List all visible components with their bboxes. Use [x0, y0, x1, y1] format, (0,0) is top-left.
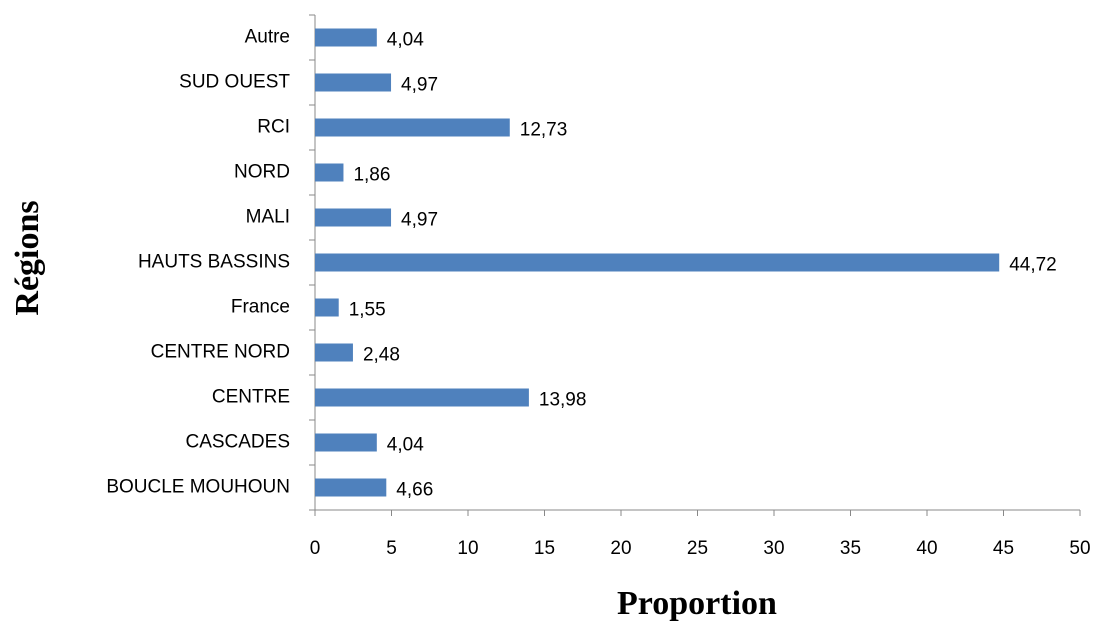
- y-tick-label: RCI: [257, 117, 290, 138]
- x-tick-label: 0: [310, 538, 321, 559]
- bar: [315, 478, 387, 497]
- y-tick-label: Autre: [245, 27, 290, 48]
- x-axis-title: Proportion: [617, 585, 777, 622]
- bar: [315, 253, 1000, 272]
- y-tick-label: MALI: [246, 207, 290, 228]
- x-tick-label: 50: [1069, 538, 1090, 559]
- bar: [315, 388, 529, 407]
- x-tick-label: 45: [993, 538, 1014, 559]
- bar: [315, 433, 377, 452]
- value-label: 4,97: [401, 210, 438, 231]
- value-label: 12,73: [520, 120, 568, 141]
- y-tick-label: BOUCLE MOUHOUN: [106, 477, 290, 498]
- value-label: 4,97: [401, 75, 438, 96]
- y-tick-label: CASCADES: [185, 432, 290, 453]
- value-label: 2,48: [363, 345, 400, 366]
- x-tick-label: 25: [687, 538, 708, 559]
- y-tick-label: SUD OUEST: [179, 72, 290, 93]
- value-label: 1,86: [353, 165, 390, 186]
- y-tick-label: NORD: [234, 162, 290, 183]
- x-tick-label: 5: [386, 538, 397, 559]
- y-axis-title: Régions: [9, 200, 46, 315]
- x-tick-label: 35: [840, 538, 861, 559]
- x-tick-label: 20: [610, 538, 631, 559]
- value-label: 13,98: [539, 390, 587, 411]
- y-tick-label: CENTRE NORD: [151, 342, 290, 363]
- bar: [315, 73, 392, 92]
- y-tick-label: HAUTS BASSINS: [138, 252, 290, 273]
- y-tick-label: France: [231, 297, 290, 318]
- value-label: 4,66: [396, 480, 433, 501]
- x-tick-label: 30: [763, 538, 784, 559]
- value-label: 44,72: [1009, 255, 1057, 276]
- bar: [315, 163, 344, 182]
- value-label: 4,04: [387, 30, 424, 51]
- bar: [315, 343, 353, 362]
- bar: [315, 118, 510, 137]
- y-tick-label: CENTRE: [212, 387, 290, 408]
- bar: [315, 208, 392, 227]
- bar: [315, 28, 377, 47]
- x-tick-label: 15: [534, 538, 555, 559]
- value-label: 4,04: [387, 435, 424, 456]
- value-label: 1,55: [349, 300, 386, 321]
- x-tick-label: 40: [916, 538, 937, 559]
- x-tick-label: 10: [457, 538, 478, 559]
- bar: [315, 298, 339, 317]
